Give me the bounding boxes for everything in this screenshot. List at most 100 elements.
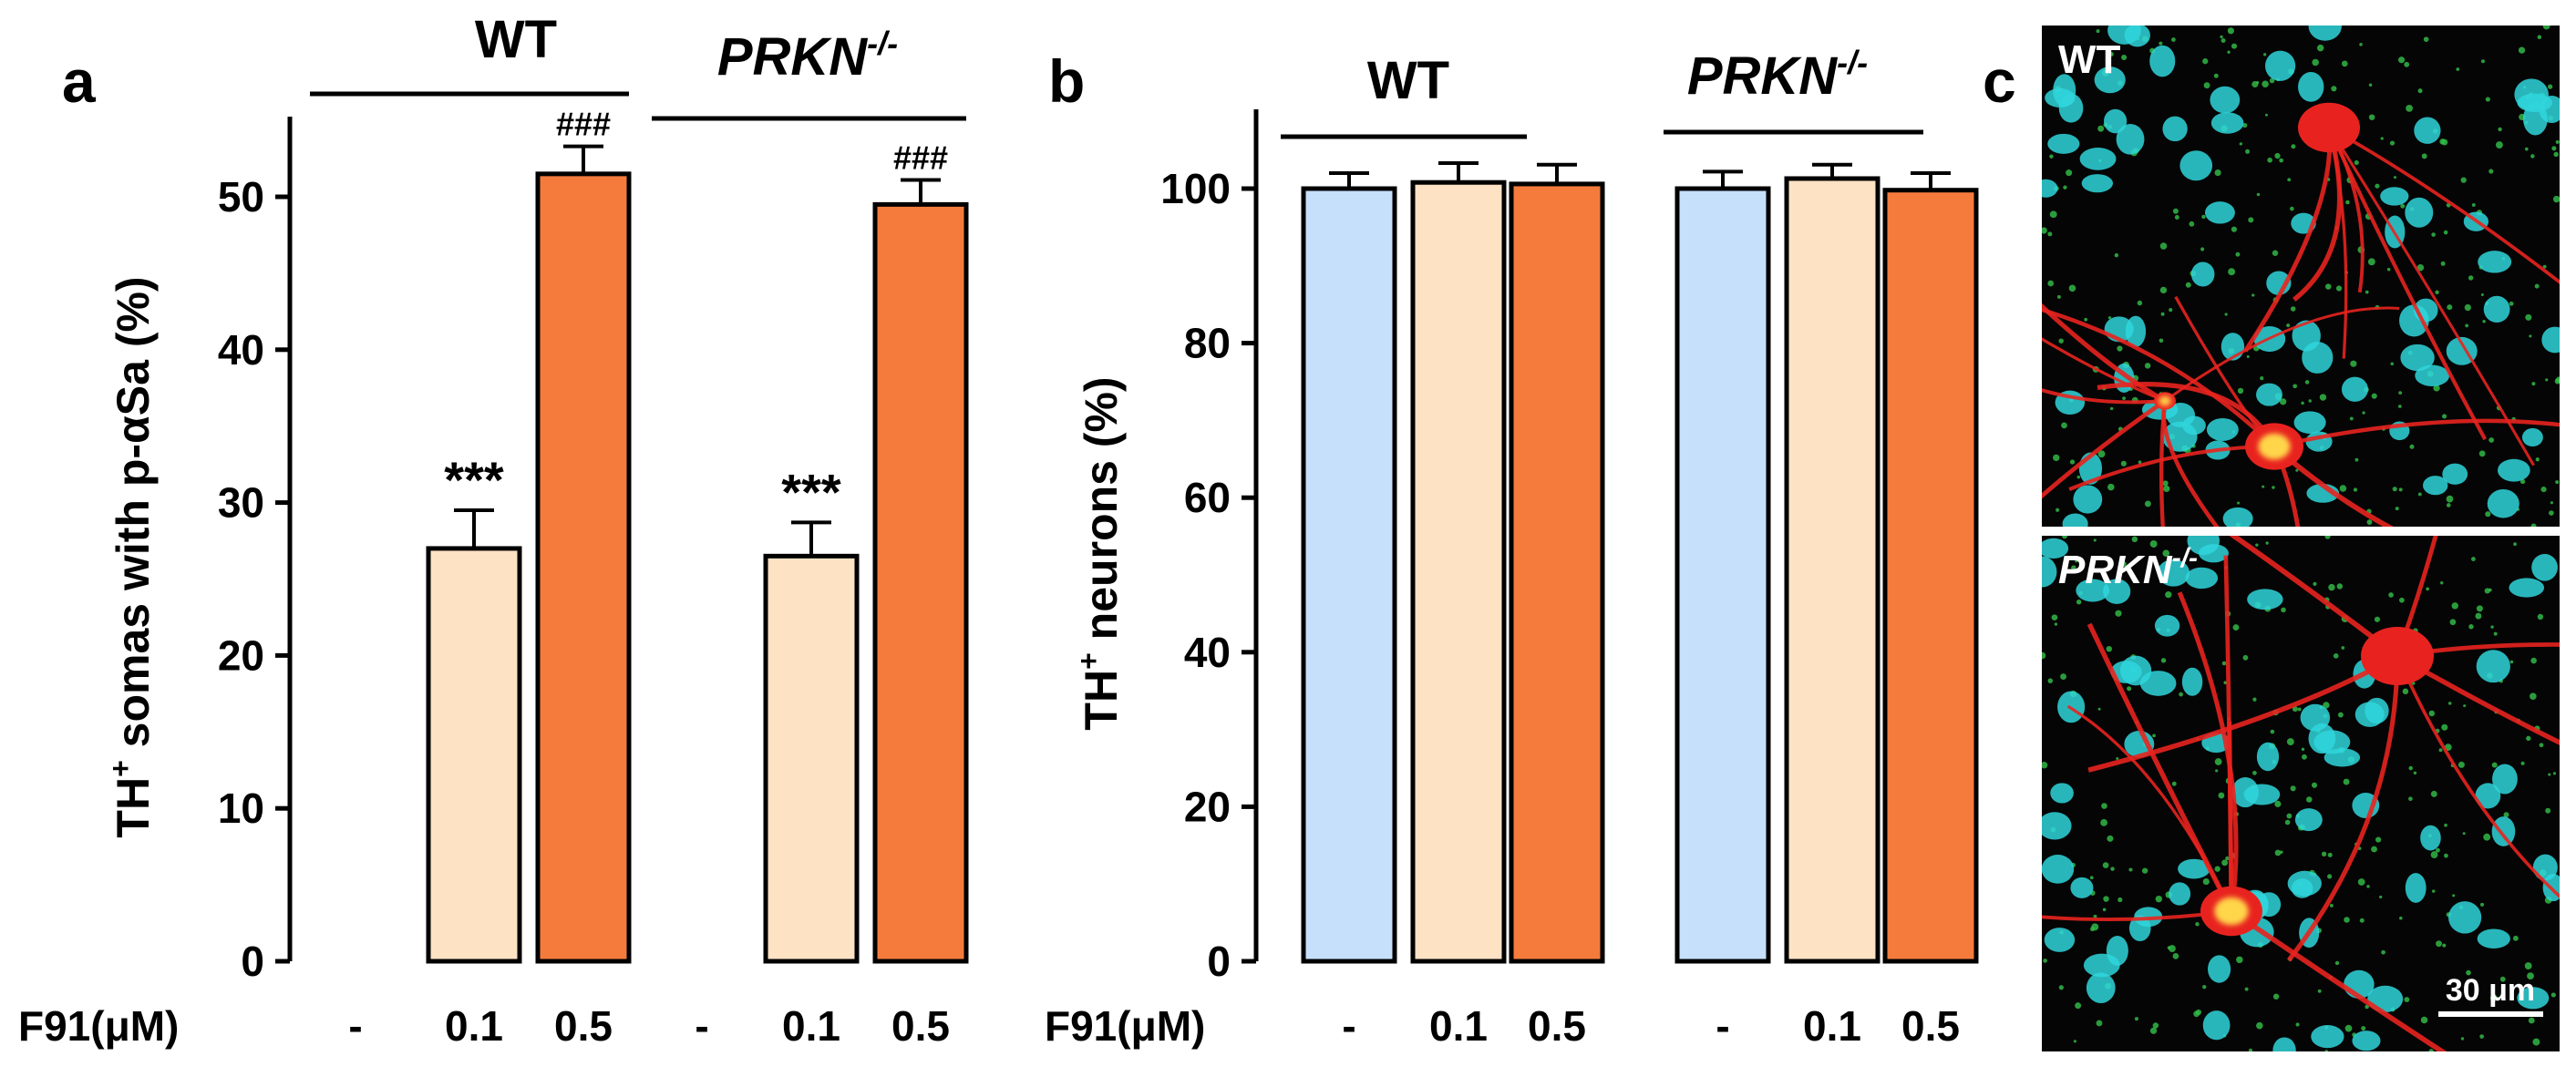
puncta [2350, 360, 2357, 367]
puncta [2308, 399, 2312, 403]
micrograph-content [2042, 26, 2560, 527]
puncta [2269, 77, 2275, 84]
y-tick-label: 60 [1184, 474, 1231, 521]
puncta [2301, 747, 2305, 752]
neurite [2042, 388, 2166, 405]
puncta [2446, 503, 2451, 508]
puncta [2417, 492, 2422, 497]
nucleus [2162, 116, 2188, 142]
category-label: 0.5 [1901, 1002, 1960, 1050]
neurite [2272, 445, 2301, 527]
puncta [2193, 1010, 2200, 1018]
y-tick-label: 40 [1184, 629, 1231, 676]
puncta [2392, 487, 2397, 492]
puncta [2260, 375, 2264, 381]
puncta [2555, 139, 2560, 144]
puncta [2374, 616, 2381, 622]
bar [426, 546, 522, 964]
puncta [2468, 275, 2474, 281]
puncta [2344, 1024, 2353, 1032]
nucleus [2255, 383, 2282, 406]
puncta [2174, 215, 2179, 220]
puncta [2073, 1040, 2076, 1043]
puncta [2402, 688, 2409, 695]
panel-letter-c: c [1983, 47, 2016, 115]
category-label: 0.5 [1528, 1002, 1586, 1050]
puncta [2075, 1002, 2082, 1010]
puncta [2549, 510, 2554, 516]
nucleus [2208, 955, 2231, 983]
puncta [2323, 702, 2330, 709]
puncta [2319, 394, 2327, 401]
nucleus [2256, 742, 2280, 772]
puncta [2262, 80, 2269, 88]
nucleus [2476, 650, 2510, 683]
puncta [2237, 501, 2241, 505]
chart-b: 0 20 40 60 80 100 TH+ neurons (%) - 0.1 0.5 - 0.1 0.… [1045, 44, 1979, 1050]
neurite [2042, 303, 2167, 404]
puncta [2529, 334, 2532, 338]
bar [1674, 186, 1771, 964]
puncta [2056, 508, 2060, 512]
nucleus [2210, 112, 2244, 134]
puncta [2107, 835, 2114, 842]
puncta [2468, 624, 2474, 630]
puncta [2242, 654, 2249, 661]
puncta [2160, 312, 2165, 316]
puncta [2256, 192, 2261, 197]
puncta [2530, 657, 2537, 664]
nucleus [2042, 179, 2058, 198]
puncta [2441, 723, 2448, 731]
neurite [2396, 653, 2560, 745]
puncta [2530, 523, 2537, 527]
nucleus [2231, 777, 2259, 808]
puncta [2291, 144, 2296, 149]
nucleus [2442, 463, 2468, 485]
puncta [2221, 859, 2229, 867]
puncta [2110, 867, 2115, 871]
puncta [2043, 959, 2047, 963]
nucleus [2298, 72, 2324, 102]
nucleus [2094, 67, 2126, 94]
puncta [2058, 338, 2064, 344]
puncta [2327, 874, 2333, 879]
puncta [2068, 284, 2076, 292]
neurite [2177, 591, 2239, 912]
puncta [2214, 758, 2222, 765]
neurite [2042, 909, 2232, 922]
puncta [2335, 285, 2343, 292]
puncta [2281, 607, 2286, 613]
nucleus [2050, 783, 2074, 804]
puncta [2480, 902, 2485, 907]
puncta [2274, 800, 2282, 807]
puncta [2359, 918, 2365, 923]
puncta [2286, 323, 2291, 328]
puncta [2535, 457, 2540, 462]
y-tick-label: 20 [1184, 783, 1231, 830]
y-tick-label: 100 [1160, 165, 1231, 212]
nucleus [2311, 1025, 2344, 1049]
puncta [2444, 853, 2448, 858]
puncta [2128, 867, 2133, 872]
puncta [2089, 876, 2094, 880]
puncta [2375, 836, 2382, 843]
nucleus [2405, 873, 2427, 903]
puncta [2236, 956, 2243, 964]
puncta [2061, 536, 2068, 539]
puncta [2214, 169, 2221, 177]
puncta [2227, 50, 2231, 54]
puncta [2438, 748, 2443, 753]
nucleus [2210, 86, 2241, 114]
nucleus [2478, 251, 2512, 273]
puncta [2232, 624, 2240, 631]
puncta [2239, 142, 2243, 146]
puncta [2480, 59, 2485, 64]
puncta [2421, 153, 2427, 159]
puncta [2171, 37, 2176, 42]
puncta [2368, 83, 2373, 87]
puncta [2063, 185, 2067, 190]
puncta [2375, 183, 2380, 189]
puncta [2108, 51, 2114, 56]
puncta [2252, 697, 2257, 702]
nucleus [2190, 261, 2215, 287]
